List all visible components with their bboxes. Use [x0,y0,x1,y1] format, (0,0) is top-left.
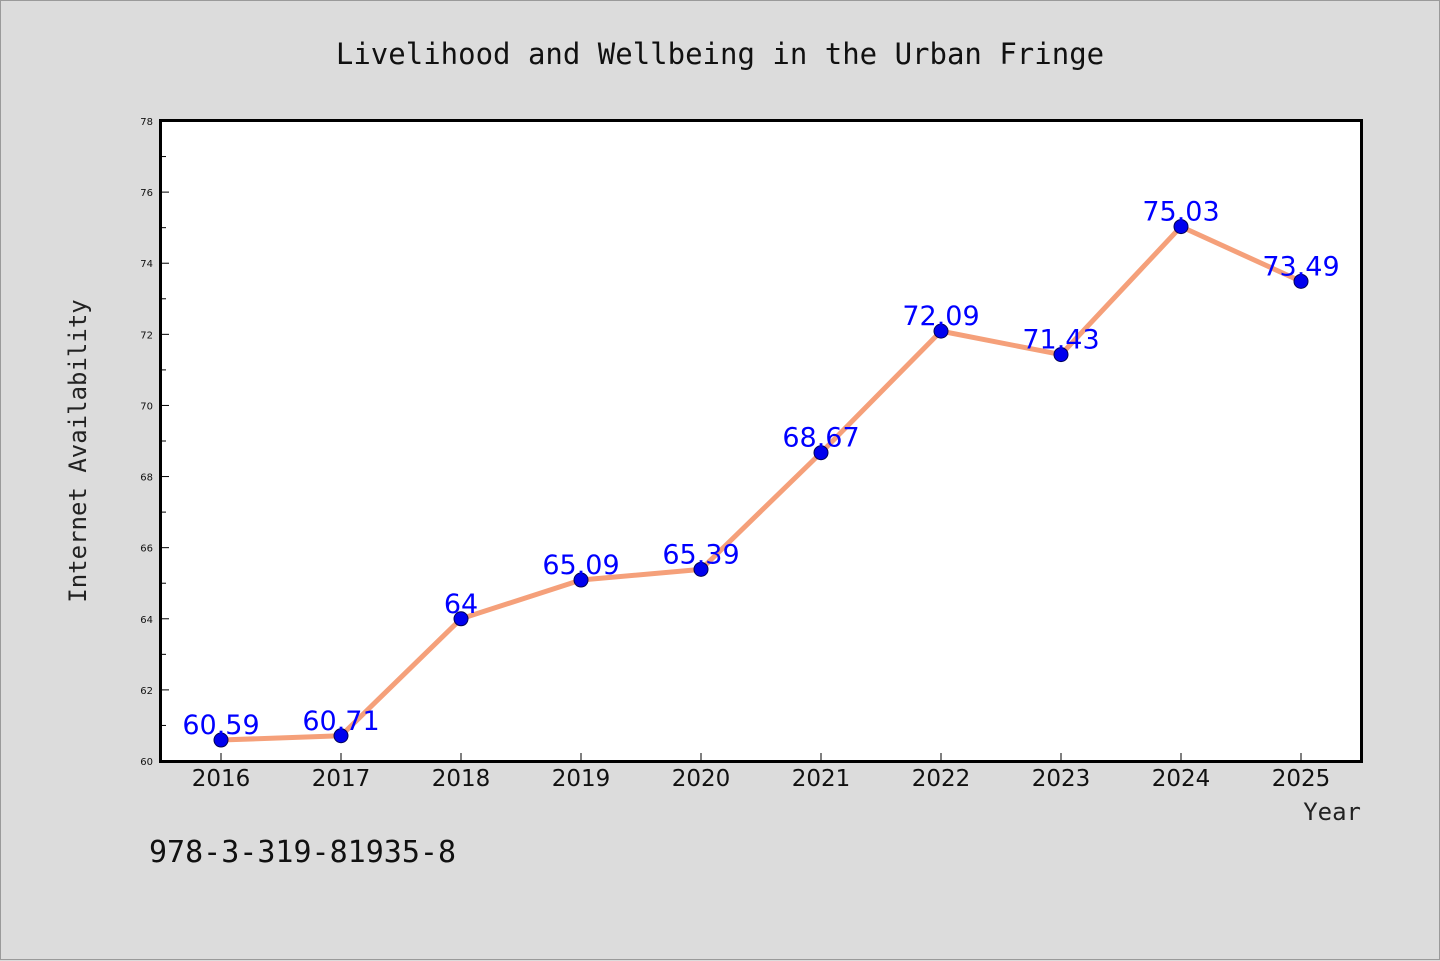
y-tick-label: 78 [140,117,153,128]
data-label: 75.03 [1142,197,1219,228]
data-point [453,611,469,627]
y-tick-label: 60 [140,757,153,768]
data-label: 71.43 [1022,325,1099,356]
x-axis: 2016 2017 2018 2019 2020 2021 2022 2023 2024 2025 [192,753,1331,792]
data-point [333,728,349,744]
data-label: 60.71 [302,706,379,737]
data-point [573,572,589,588]
x-tick-label: 2021 [792,766,851,792]
data-point [1293,273,1309,289]
y-tick-label: 76 [140,188,153,199]
data-label: 68.67 [782,423,859,454]
data-label: 64 [444,589,478,620]
y-tick-label: 64 [140,615,153,626]
x-tick-label: 2025 [1272,766,1331,792]
x-tick-label: 2022 [912,766,971,792]
data-label: 73.49 [1262,251,1339,282]
series-line [218,224,1304,743]
data-point [813,445,829,461]
data-label: 65.39 [662,539,739,570]
y-tick-label: 72 [140,330,153,341]
data-series: 60.59 60.71 64 65.09 65.39 68.67 72.09 71.43 75.… [182,197,1340,748]
y-tick-label: 62 [140,686,153,697]
y-axis-title: Internet Availability [64,299,92,602]
x-tick-label: 2016 [192,766,251,792]
x-tick-label: 2018 [432,766,491,792]
data-label: 65.09 [542,550,619,581]
y-tick-label: 74 [140,259,153,270]
data-point [1173,219,1189,235]
x-tick-label: 2019 [552,766,611,792]
plot-frame [159,119,1363,763]
y-tick-label: 70 [140,401,153,412]
x-axis-title: Year [1303,798,1361,826]
isbn-label: 978-3-319-81935-8 [149,835,457,870]
data-point [1053,347,1069,363]
chart-title: Livelihood and Wellbeing in the Urban Fr… [336,37,1104,71]
y-tick-label: 68 [140,473,153,484]
x-tick-label: 2023 [1032,766,1091,792]
x-tick-label: 2024 [1152,766,1211,792]
y-axis: 60 62 64 66 68 70 72 74 76 78 [140,117,169,768]
data-label: 60.59 [182,710,259,741]
data-label: 72.09 [902,301,979,332]
x-tick-label: 2020 [672,766,731,792]
data-point [693,561,709,577]
x-tick-label: 2017 [312,766,371,792]
y-tick-label: 66 [140,544,153,555]
plot-area [160,120,1362,762]
data-point [213,732,229,748]
data-point [933,323,949,339]
